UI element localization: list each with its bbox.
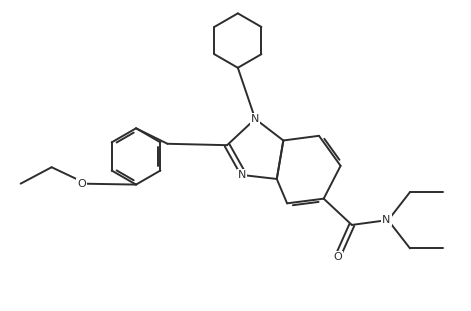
Text: N: N — [251, 114, 260, 124]
Text: N: N — [237, 170, 246, 180]
Text: O: O — [77, 179, 86, 189]
Text: O: O — [333, 252, 342, 262]
Text: N: N — [382, 215, 391, 225]
